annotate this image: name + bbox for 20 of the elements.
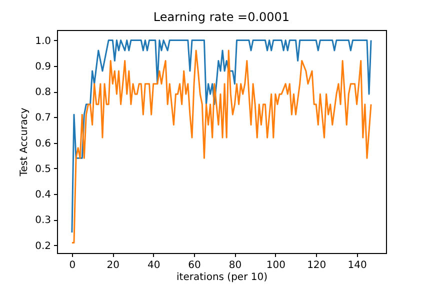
y-tick-label: 0.6 xyxy=(35,138,51,150)
chart-title: Learning rate =0.0001 xyxy=(153,10,290,24)
x-tick-label: 140 xyxy=(348,260,367,271)
x-tick-label: 120 xyxy=(307,260,326,271)
y-tick-label: 1.0 xyxy=(35,36,51,47)
y-tick-label: 0.7 xyxy=(35,112,51,124)
x-tick-label: 20 xyxy=(106,260,120,271)
x-tick-label: 100 xyxy=(266,260,286,271)
x-tick-label: 0 xyxy=(69,260,76,271)
y-tick-label: 0.9 xyxy=(35,61,51,72)
y-tick-label: 0.5 xyxy=(35,164,51,175)
y-tick-label: 0.2 xyxy=(35,240,51,252)
y-tick-label: 0.3 xyxy=(35,215,51,226)
x-tick-label: 80 xyxy=(228,260,242,271)
y-axis-title: Test Accuracy xyxy=(19,108,30,178)
y-tick-label: 0.8 xyxy=(35,87,51,98)
x-tick-label: 40 xyxy=(147,260,160,271)
x-tick-label: 60 xyxy=(188,260,201,271)
x-axis-title: iterations (per 10) xyxy=(176,272,268,283)
y-tick-label: 0.4 xyxy=(35,190,51,201)
